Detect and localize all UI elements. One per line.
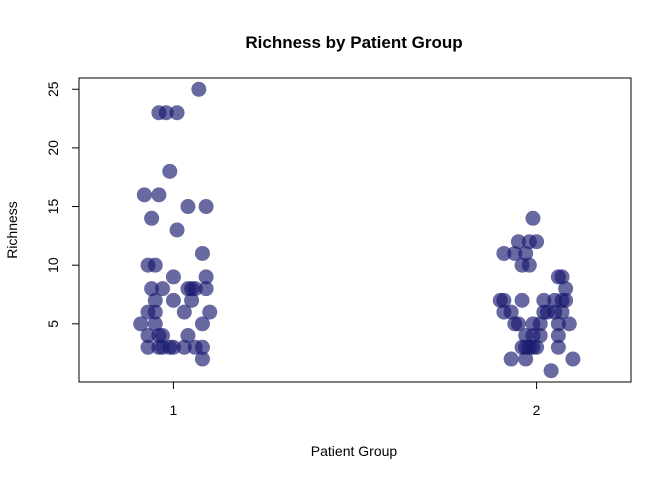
data-point	[194, 245, 210, 261]
data-point	[162, 163, 178, 179]
chart-title: Richness by Patient Group	[245, 33, 462, 52]
data-point	[194, 316, 210, 332]
data-point	[561, 316, 577, 332]
data-point	[521, 257, 537, 273]
data-point	[565, 351, 581, 367]
data-point	[180, 328, 196, 344]
data-point	[194, 351, 210, 367]
data-point	[191, 81, 207, 97]
data-point	[180, 199, 196, 215]
data-point	[529, 234, 545, 250]
data-point	[198, 281, 214, 297]
data-point	[198, 269, 214, 285]
data-point	[187, 281, 203, 297]
x-tick-label: 2	[533, 402, 541, 418]
y-tick-label: 10	[45, 257, 61, 273]
x-tick-label: 1	[170, 402, 178, 418]
data-point	[510, 234, 526, 250]
data-point	[202, 304, 218, 320]
data-point	[144, 281, 160, 297]
y-ticks: 5 10 15 20 25	[45, 81, 79, 328]
data-point	[158, 105, 174, 121]
y-tick-label: 25	[45, 81, 61, 97]
data-point	[147, 292, 163, 308]
data-point	[151, 187, 167, 203]
data-point	[198, 199, 214, 215]
data-point	[165, 269, 181, 285]
data-point	[503, 304, 519, 320]
data-point	[525, 210, 541, 226]
data-point	[194, 339, 210, 355]
data-point	[147, 316, 163, 332]
data-point	[155, 281, 171, 297]
data-point	[518, 245, 534, 261]
y-tick-label: 5	[45, 320, 61, 328]
data-point	[518, 351, 534, 367]
y-tick-label: 15	[45, 199, 61, 215]
data-point	[507, 245, 523, 261]
data-point	[496, 292, 512, 308]
data-point	[543, 363, 559, 379]
data-point	[558, 292, 574, 308]
data-point	[140, 339, 156, 355]
data-point	[136, 187, 152, 203]
data-point	[550, 339, 566, 355]
data-point	[176, 304, 192, 320]
x-axis-label: Patient Group	[311, 443, 398, 459]
data-point	[147, 257, 163, 273]
data-point	[169, 222, 185, 238]
data-point	[184, 292, 200, 308]
data-point	[176, 339, 192, 355]
data-point	[165, 292, 181, 308]
data-point	[554, 304, 570, 320]
data-point	[496, 245, 512, 261]
y-tick-label: 20	[45, 140, 61, 156]
data-point	[510, 316, 526, 332]
data-point	[529, 339, 545, 355]
data-point	[532, 328, 548, 344]
y-axis: 5 10 15 20 25	[45, 81, 80, 328]
data-point	[554, 269, 570, 285]
data-point	[165, 339, 181, 355]
data-point	[503, 351, 519, 367]
data-point	[558, 281, 574, 297]
y-axis-label: Richness	[4, 201, 20, 259]
data-point	[169, 105, 185, 121]
data-point	[140, 328, 156, 344]
data-point	[133, 316, 149, 332]
data-point	[155, 328, 171, 344]
data-point	[514, 292, 530, 308]
data-point	[147, 304, 163, 320]
data-point	[532, 316, 548, 332]
data-point	[536, 292, 552, 308]
points-layer	[133, 81, 581, 379]
data-point	[550, 328, 566, 344]
data-point	[550, 316, 566, 332]
data-point	[144, 210, 160, 226]
